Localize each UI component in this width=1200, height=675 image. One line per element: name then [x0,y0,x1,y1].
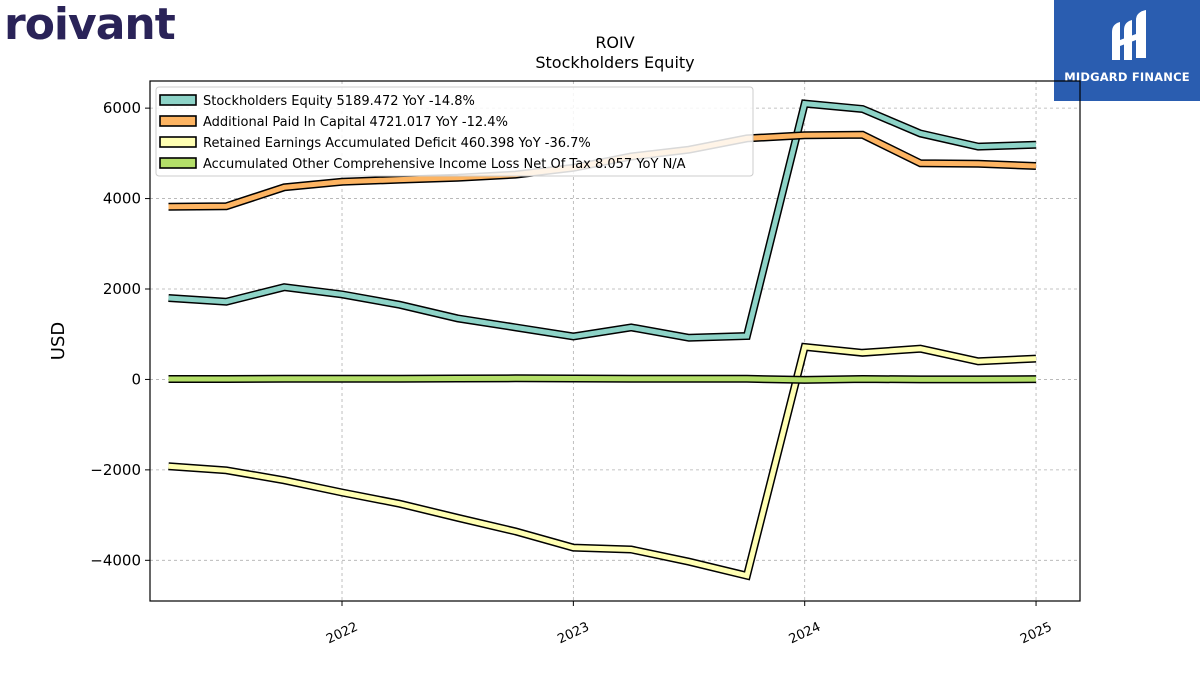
y-tick-label: 6000 [103,99,141,117]
midgard-finance-logo: MIDGARD FINANCE [1054,0,1200,101]
legend: Stockholders Equity 5189.472 YoY -14.8% A… [155,86,754,177]
series-line [168,100,1037,341]
legend-swatch [159,115,197,127]
y-tick-label: 4000 [103,190,141,208]
legend-entry-label: Stockholders Equity 5189.472 YoY -14.8% [203,94,475,109]
x-tick-label: 2023 [555,620,591,648]
y-tick-label: −2000 [90,461,141,479]
y-tick-label: 2000 [103,280,141,298]
plot-frame [149,80,1081,602]
x-axis: 2022 2023 2024 2025 [324,601,1054,647]
y-axis: −4000 −2000 0 2000 4000 6000 [90,99,150,569]
midgard-finance-text: MIDGARD FINANCE [1064,70,1190,84]
midgard-finance-emblem [1112,10,1146,60]
series-line [168,375,1037,383]
series-stockholders-equity [168,99,1037,342]
legend-entry-label: Retained Earnings Accumulated Deficit 46… [203,136,591,151]
chart-title: ROIV [595,33,634,52]
y-tick-label: 0 [131,370,141,388]
roivant-logo: roivant [4,0,176,50]
x-tick-label: 2025 [1018,620,1054,648]
legend-box [155,86,754,177]
legend-swatch [159,94,197,106]
y-tick-label: −4000 [90,551,141,569]
legend-entry-label: Additional Paid In Capital 4721.017 YoY … [203,115,508,130]
legend-swatch [159,136,197,148]
series-accumulated-other-comprehensive-income-loss-net-of-tax [168,374,1037,384]
series-line [168,344,1037,579]
y-axis-label: USD [48,322,69,360]
x-tick-label: 2024 [787,620,823,648]
series-retained-earnings-accumulated-deficit [168,342,1037,581]
chart-subtitle: Stockholders Equity [535,53,694,72]
legend-swatch [159,157,197,169]
legend-entry-label: Accumulated Other Comprehensive Income L… [203,157,686,172]
x-tick-label: 2022 [324,620,360,648]
